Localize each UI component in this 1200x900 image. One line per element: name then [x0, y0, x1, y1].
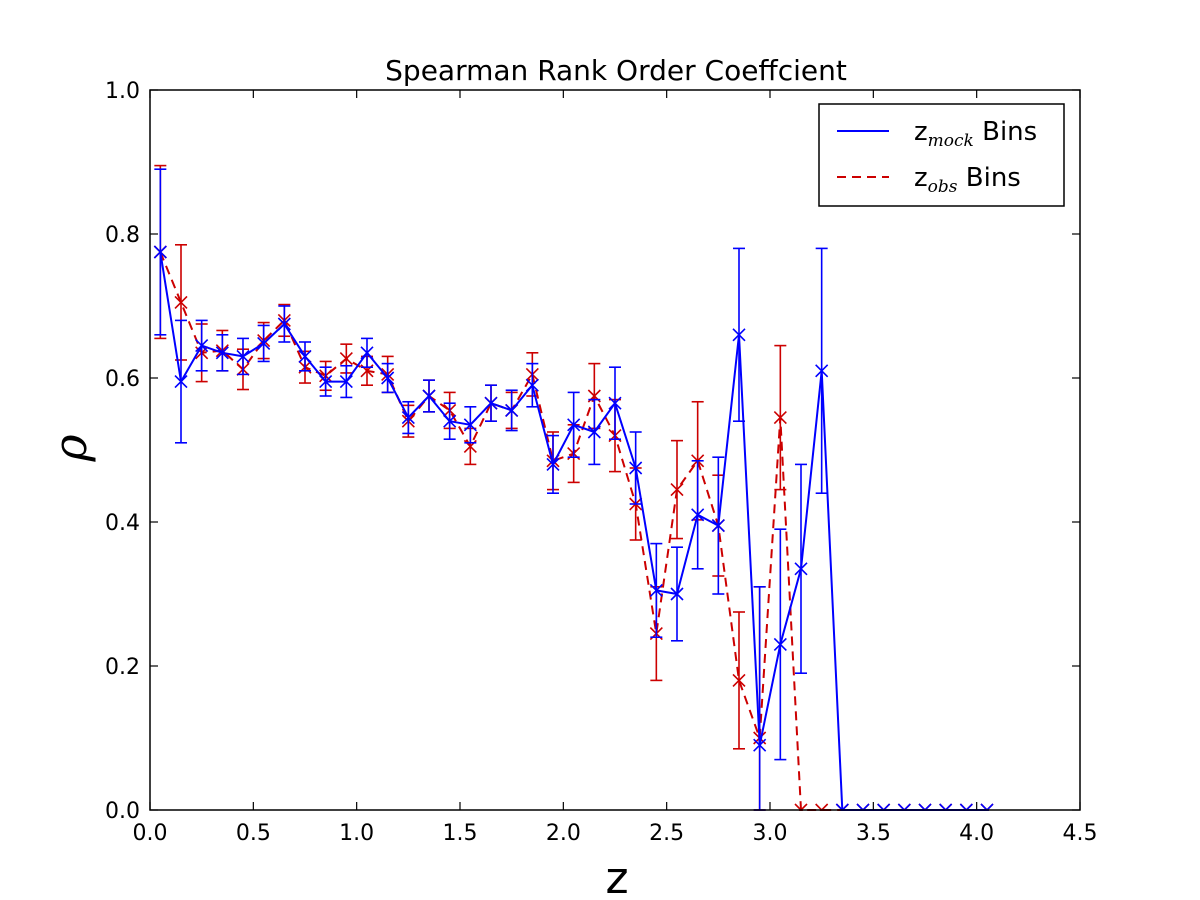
y-tick-label: 0.6	[105, 367, 140, 392]
data-point	[567, 418, 581, 432]
x-tick-label: 2.5	[649, 821, 684, 846]
x-tick-label: 1.5	[443, 821, 478, 846]
x-tick-label: 2.0	[546, 821, 581, 846]
data-point	[257, 336, 271, 351]
data-point	[753, 738, 767, 752]
chart-title: Spearman Rank Order Coeffcient	[385, 54, 847, 87]
data-point	[381, 371, 395, 385]
x-tick-label: 1.0	[339, 821, 374, 846]
data-point	[443, 414, 457, 428]
data-point	[691, 508, 705, 522]
data-point	[608, 396, 622, 410]
data-point	[732, 673, 746, 687]
data-point	[360, 346, 374, 360]
legend-label-mock: zmock Bins	[914, 117, 1037, 151]
series-layer	[153, 164, 994, 811]
series-mock	[153, 168, 994, 811]
y-tick-label: 1.0	[105, 79, 140, 104]
data-point	[525, 378, 539, 392]
data-point	[670, 587, 684, 601]
data-point	[401, 411, 415, 425]
data-point	[463, 418, 477, 432]
data-point	[236, 349, 250, 363]
data-point	[215, 346, 229, 360]
x-axis-label: z	[605, 853, 628, 900]
legend-label-obs: zobs Bins	[914, 163, 1021, 197]
data-point	[174, 295, 188, 309]
legend-box	[818, 103, 1065, 207]
data-point	[587, 425, 601, 439]
data-point	[732, 328, 746, 342]
data-point	[649, 583, 663, 597]
data-point	[505, 403, 519, 417]
y-tick-label: 0.4	[105, 511, 140, 536]
data-point	[711, 519, 725, 533]
x-tick-label: 0.5	[236, 821, 271, 846]
x-tick-label: 0.0	[133, 821, 168, 846]
x-tick-label: 3.5	[856, 821, 891, 846]
data-point	[546, 457, 560, 471]
x-tick-label: 4.5	[1063, 821, 1098, 846]
legend: zmock Bins zobs Bins	[818, 103, 1065, 207]
data-point	[195, 339, 209, 353]
y-axis-label: ρ	[43, 434, 97, 462]
y-tick-label: 0.0	[105, 799, 140, 824]
plot-frame	[149, 89, 1081, 811]
data-point	[773, 411, 787, 425]
data-point	[153, 245, 167, 259]
y-tick-label: 0.2	[105, 655, 140, 680]
data-point	[174, 375, 188, 389]
data-point	[794, 562, 808, 576]
data-point	[298, 349, 312, 363]
data-point	[773, 637, 787, 651]
data-point	[422, 389, 436, 403]
data-point	[815, 364, 829, 378]
data-point	[277, 317, 291, 331]
x-tick-label: 4.0	[959, 821, 994, 846]
x-tick-label: 3.0	[753, 821, 788, 846]
data-point	[484, 396, 498, 410]
data-point	[629, 461, 643, 475]
y-tick-label: 0.8	[105, 223, 140, 248]
data-point	[339, 351, 353, 366]
axes-layer: 0.0 0.5 1.0 1.5 2.0 2.5 3.0 3.5 4.0 4.5 0.0 0.2 0.4 0…	[105, 79, 1098, 846]
data-point	[319, 375, 333, 389]
data-point	[339, 375, 353, 389]
data-point	[670, 483, 684, 497]
